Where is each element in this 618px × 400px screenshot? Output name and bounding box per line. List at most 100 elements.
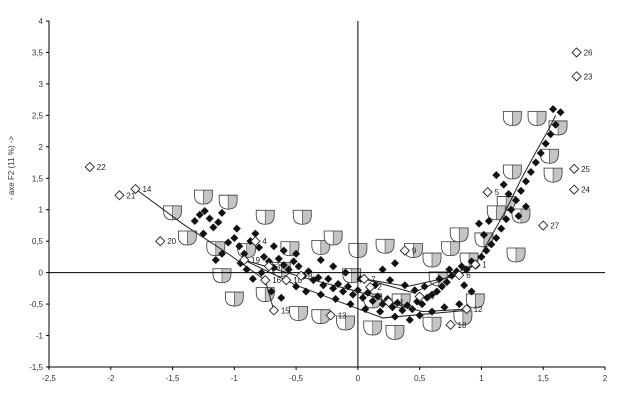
y-tick-label: 3,5 (32, 48, 44, 57)
open-diamond-point (568, 184, 580, 195)
filled-diamond-point (209, 223, 218, 232)
open-diamond-point (325, 310, 336, 321)
open-diamond-point (281, 275, 292, 286)
vessel-section (512, 111, 522, 126)
vessel-section (432, 253, 442, 268)
filled-diamond-point (420, 282, 429, 291)
filled-diamond-point (462, 265, 471, 274)
open-diamond-point (454, 270, 465, 281)
point-label: 19 (251, 256, 260, 265)
filled-diamond-point (460, 281, 469, 290)
x-tick-label: -0,5 (289, 374, 303, 383)
filled-diamond-point (551, 120, 560, 129)
open-diamond-point (239, 254, 250, 266)
filled-diamond-point (487, 240, 496, 249)
filled-diamond-point (373, 292, 382, 301)
vessel-profile-icon (540, 148, 559, 164)
point-label: 26 (584, 48, 593, 57)
vessel-section (462, 310, 472, 325)
x-tick-label: 1 (479, 374, 484, 383)
filled-diamond-point (255, 243, 264, 252)
filled-diamond-point (211, 256, 220, 265)
open-diamond-point (263, 261, 275, 272)
filled-diamond-point (455, 300, 464, 309)
vessel-profile-icon (527, 111, 547, 126)
point-label: 5 (495, 188, 500, 197)
filled-diamond-point (492, 234, 501, 243)
vessel-profile-icon (289, 306, 308, 321)
filled-diamond-point (358, 293, 367, 302)
filled-diamond-point (242, 265, 251, 274)
vessel-profile-icon (292, 209, 312, 225)
filled-diamond-point (348, 290, 357, 299)
point-label: 23 (584, 72, 593, 81)
filled-diamond-point (514, 212, 523, 221)
filled-diamond-point (301, 287, 310, 296)
filled-diamond-point (279, 246, 288, 255)
filled-diamond-point (400, 281, 409, 290)
vessel-section (549, 149, 559, 164)
y-tick-label: 2 (39, 143, 44, 152)
point-label: 24 (581, 186, 590, 195)
y-tick-label: -0,5 (29, 300, 43, 309)
filled-diamond-point (403, 301, 412, 310)
filled-diamond-point (386, 276, 395, 285)
filled-diamond-point (378, 265, 387, 274)
vessel-section (553, 168, 563, 183)
vessel-profile-icon (224, 291, 244, 307)
point-label: 7 (371, 275, 376, 284)
vessel-profile-icon (453, 310, 473, 326)
filled-diamond-point (541, 139, 550, 148)
y-tick-label: 3 (39, 80, 44, 89)
filled-diamond-point (521, 202, 530, 211)
point-label: 20 (167, 237, 176, 246)
filled-diamond-point (329, 284, 338, 293)
filled-diamond-point (251, 229, 260, 238)
filled-diamond-point (556, 108, 565, 117)
vessel-section (357, 243, 367, 258)
filled-diamond-point (492, 171, 501, 180)
series-line (246, 260, 467, 319)
vessel-section (234, 292, 244, 307)
open-diamond-point (399, 245, 410, 256)
y-tick-label: 1 (39, 206, 44, 215)
vessel-profile-icon (385, 324, 405, 340)
vessel-profile-icon (375, 238, 395, 254)
filled-diamond-point (415, 311, 424, 320)
filled-diamond-point (292, 282, 301, 291)
open-diamond-point (250, 236, 261, 247)
point-label: 22 (97, 163, 106, 172)
vessel-section (496, 205, 506, 220)
filled-diamond-point (284, 265, 293, 274)
filled-diamond-point (248, 274, 257, 283)
filled-diamond-point (526, 167, 535, 176)
open-diamond-point (268, 305, 280, 316)
vessel-profile-icon (218, 194, 238, 210)
filled-diamond-point (279, 261, 288, 270)
y-tick-label: 2,5 (32, 111, 44, 120)
filled-diamond-point (240, 249, 249, 258)
point-label: 4 (262, 237, 267, 246)
filled-diamond-point (361, 305, 370, 314)
point-label: 1 (482, 260, 487, 269)
vessel-section (459, 227, 469, 242)
open-diamond-point (482, 186, 493, 198)
filled-diamond-point (217, 208, 226, 217)
filled-diamond-point (200, 206, 209, 215)
point-label: 21 (126, 191, 135, 200)
point-label: 13 (338, 311, 347, 320)
vessel-profile-icon (194, 189, 213, 205)
filled-diamond-point (479, 230, 488, 239)
point-label: 27 (550, 221, 559, 230)
filled-diamond-point (329, 262, 338, 271)
filled-diamond-point (447, 271, 456, 280)
filled-diamond-point (408, 305, 417, 314)
x-tick-label: 0,5 (414, 374, 426, 383)
open-diamond-point (295, 270, 307, 281)
filled-diamond-point (331, 295, 340, 304)
open-diamond-point (358, 273, 370, 285)
x-tick-label: -2 (107, 374, 115, 383)
vessel-section (450, 241, 460, 256)
vessel-profile-icon (404, 243, 423, 259)
